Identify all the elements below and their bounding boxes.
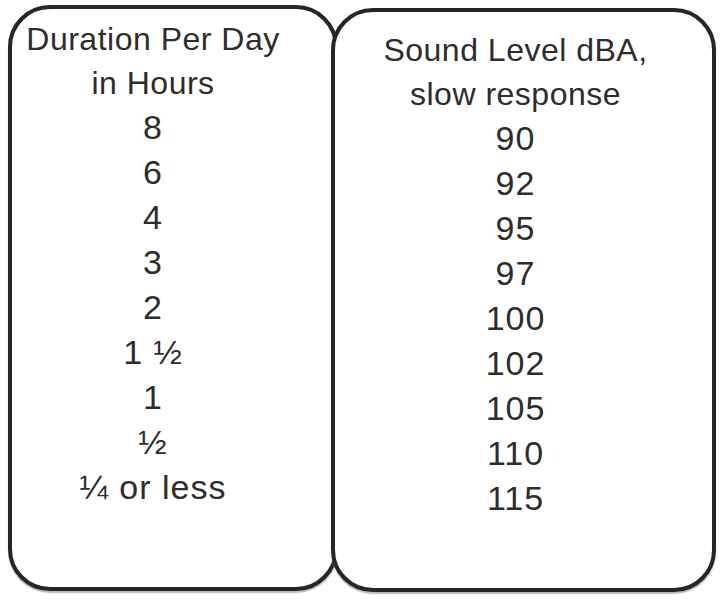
duration-value-5: 1 ½ [22,330,284,375]
duration-column-box: Duration Per Day in Hours 8 6 4 3 2 1 ½ … [8,5,338,591]
duration-value-0: 8 [22,105,284,150]
duration-value-1: 6 [22,150,284,195]
sound-level-header-line1: Sound Level dBA, [343,28,688,72]
sound-level-value-0: 90 [343,116,688,161]
duration-value-2: 4 [22,195,284,240]
sound-level-value-6: 105 [343,386,688,431]
sound-level-value-3: 97 [343,251,688,296]
duration-value-7: ½ [22,420,284,465]
sound-level-value-4: 100 [343,296,688,341]
duration-header-line2: in Hours [22,61,284,105]
noise-exposure-table: Duration Per Day in Hours 8 6 4 3 2 1 ½ … [0,0,723,601]
duration-value-6: 1 [22,375,284,420]
sound-level-value-1: 92 [343,161,688,206]
duration-value-4: 2 [22,285,284,330]
duration-value-8: ¼ or less [22,465,284,510]
duration-value-3: 3 [22,240,284,285]
duration-header-line1: Duration Per Day [22,17,284,61]
sound-level-header-line2: slow response [343,72,688,116]
sound-level-column-box: Sound Level dBA, slow response 90 92 95 … [331,8,716,592]
sound-level-value-7: 110 [343,431,688,476]
sound-level-value-8: 115 [343,476,688,521]
sound-level-value-2: 95 [343,206,688,251]
sound-level-value-5: 102 [343,341,688,386]
